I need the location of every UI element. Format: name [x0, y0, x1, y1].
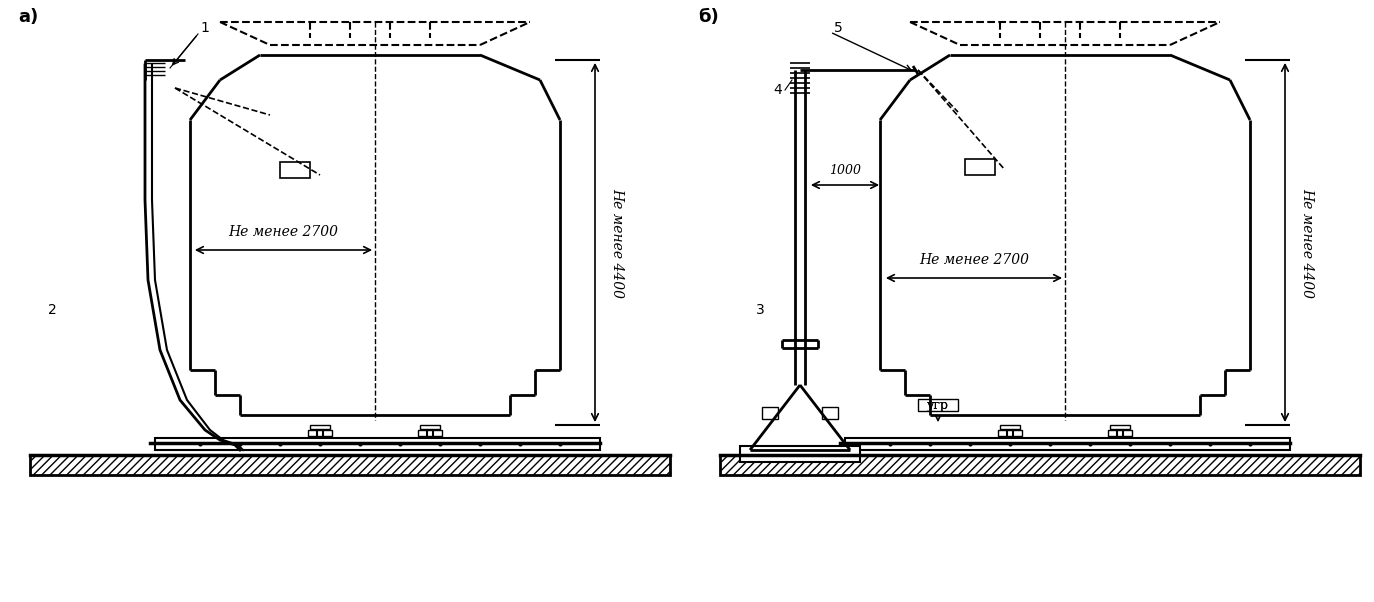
Bar	[1107, 430, 1132, 436]
FancyBboxPatch shape	[918, 399, 958, 411]
Text: 3: 3	[756, 303, 764, 317]
Bar	[311, 425, 330, 429]
Text: б): б)	[698, 8, 719, 26]
Bar	[822, 407, 838, 419]
Text: Не менее 2700: Не менее 2700	[919, 253, 1029, 267]
Text: 1: 1	[201, 21, 209, 35]
Bar	[763, 407, 778, 419]
Bar	[420, 425, 440, 429]
Text: 4: 4	[774, 83, 782, 97]
Bar	[845, 438, 1290, 450]
Bar	[155, 438, 600, 450]
Bar	[280, 162, 311, 178]
Bar	[418, 430, 442, 436]
Text: 1000: 1000	[829, 164, 861, 176]
Text: угр: угр	[927, 399, 949, 412]
Text: Не менее 2700: Не менее 2700	[228, 225, 338, 239]
Text: а): а)	[18, 8, 38, 26]
Bar	[1000, 425, 1020, 429]
Text: 5: 5	[834, 21, 842, 35]
Bar	[965, 159, 995, 175]
Bar	[308, 430, 333, 436]
Text: Не менее 4400: Не менее 4400	[1300, 187, 1314, 297]
Bar	[30, 455, 671, 475]
Text: Не менее 4400: Не менее 4400	[610, 187, 624, 297]
Bar	[741, 446, 860, 462]
Bar	[998, 430, 1022, 436]
Text: угр: угр	[927, 399, 949, 412]
Text: 2: 2	[48, 303, 56, 317]
Bar	[1110, 425, 1129, 429]
Bar	[720, 455, 1360, 475]
